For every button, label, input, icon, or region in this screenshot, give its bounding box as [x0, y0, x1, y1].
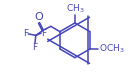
Text: F: F [33, 43, 38, 52]
Text: O: O [34, 12, 43, 22]
Text: F: F [41, 29, 47, 38]
Text: OCH$_3$: OCH$_3$ [99, 43, 124, 55]
Text: CH$_3$: CH$_3$ [66, 2, 84, 15]
Text: F: F [23, 29, 28, 38]
